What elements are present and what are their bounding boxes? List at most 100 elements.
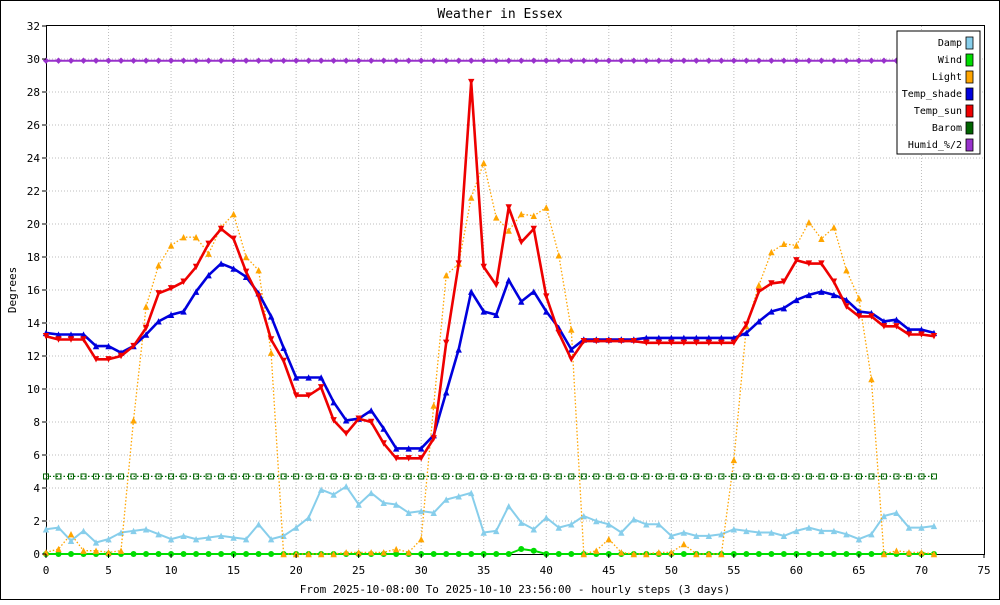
data-point-wind [555, 551, 562, 557]
data-point-temp-sun [568, 356, 575, 363]
data-point-humid-2 [280, 57, 287, 64]
data-point-temp-shade [743, 329, 750, 337]
data-point-damp [392, 501, 400, 508]
data-point-humid-2 [367, 57, 375, 64]
data-point-humid-2 [105, 57, 112, 64]
data-point-temp-shade [505, 276, 512, 284]
data-point-wind [143, 551, 150, 557]
data-point-temp-sun [805, 260, 813, 267]
data-point-light [105, 549, 112, 556]
data-point-humid-2 [768, 57, 775, 64]
data-point-damp [317, 486, 325, 493]
data-point-temp-sun [630, 337, 638, 345]
data-point-damp [655, 521, 663, 528]
data-point-barom [355, 473, 362, 480]
data-point-barom [43, 473, 49, 480]
data-point-light [730, 456, 738, 464]
data-point-barom [293, 473, 300, 480]
data-point-temp-shade [155, 318, 162, 325]
data-point-temp-shade [180, 308, 187, 315]
data-point-barom [143, 473, 150, 480]
data-point-humid-2 [217, 57, 225, 64]
legend-swatch-damp [965, 36, 974, 50]
series-barom [43, 473, 937, 480]
data-point-light [405, 549, 412, 556]
data-point-temp-sun [280, 357, 287, 365]
data-point-light [755, 281, 763, 289]
data-point-temp-sun [155, 290, 162, 297]
data-point-temp-shade [780, 304, 788, 312]
data-point-temp-sun [142, 324, 150, 332]
data-point-barom [255, 473, 262, 480]
data-point-wind [843, 551, 850, 557]
data-point-temp-sun [392, 455, 400, 462]
data-point-light [255, 267, 262, 274]
legend-label-barom: Barom [932, 123, 962, 134]
y-tick-label: 26 [27, 119, 40, 132]
data-point-barom [393, 473, 400, 480]
data-point-light [768, 248, 775, 256]
data-point-barom [643, 473, 650, 480]
data-point-damp [743, 527, 750, 535]
data-point-barom [218, 473, 225, 480]
y-tick-label: 22 [27, 185, 40, 198]
data-point-temp-sun [918, 331, 925, 338]
data-point-wind [243, 551, 250, 557]
data-point-temp-shade [317, 374, 325, 381]
data-point-barom [480, 473, 487, 480]
data-point-wind [755, 551, 762, 557]
y-tick-label: 18 [27, 251, 40, 264]
data-point-wind [55, 551, 62, 557]
x-tick-label: 35 [477, 564, 490, 577]
data-point-light [80, 547, 87, 554]
data-point-wind [505, 551, 512, 557]
data-point-light [117, 547, 125, 554]
data-point-damp [805, 524, 813, 531]
data-point-barom [118, 473, 125, 480]
data-point-barom [768, 473, 775, 480]
data-point-light [793, 242, 800, 249]
data-point-light [655, 549, 663, 556]
x-axis-label: From 2025-10-08:00 To 2025-10-10 23:56:0… [300, 583, 730, 596]
data-point-barom [368, 473, 375, 480]
data-point-barom [855, 473, 862, 480]
data-point-temp-shade [668, 334, 675, 342]
data-point-humid-2 [543, 57, 550, 64]
series-line-damp [45, 485, 935, 544]
data-point-light [180, 234, 187, 241]
data-point-temp-shade [918, 326, 925, 333]
data-point-damp [405, 509, 412, 516]
data-point-light [242, 253, 250, 261]
data-point-temp-sun [330, 417, 337, 424]
data-point-damp [630, 516, 638, 523]
data-point-damp [80, 527, 87, 535]
data-point-light [593, 547, 600, 554]
data-point-humid-2 [55, 57, 62, 64]
data-point-damp [705, 532, 713, 540]
data-point-damp [117, 529, 125, 536]
data-point-temp-sun [930, 333, 938, 340]
data-point-barom [655, 473, 662, 480]
data-point-temp-sun [205, 240, 212, 247]
data-point-light [205, 250, 212, 257]
data-point-temp-sun [105, 356, 112, 363]
series-group [42, 57, 938, 558]
data-point-light [918, 549, 925, 556]
series-line-temp-sun [45, 80, 935, 460]
data-point-damp [142, 526, 150, 533]
data-point-temp-sun [643, 339, 650, 346]
data-point-humid-2 [480, 57, 487, 64]
data-point-barom [380, 473, 387, 480]
data-point-wind [518, 546, 525, 553]
data-point-barom [180, 473, 187, 480]
data-point-temp-shade [693, 334, 700, 342]
data-point-barom [93, 473, 100, 480]
x-tick-label: 40 [540, 564, 553, 577]
x-tick-label: 45 [602, 564, 615, 577]
x-tick-label: 15 [227, 564, 240, 577]
data-point-temp-shade [305, 374, 312, 381]
data-point-temp-shade [893, 316, 900, 323]
data-point-humid-2 [718, 57, 725, 64]
data-point-humid-2 [330, 57, 337, 64]
